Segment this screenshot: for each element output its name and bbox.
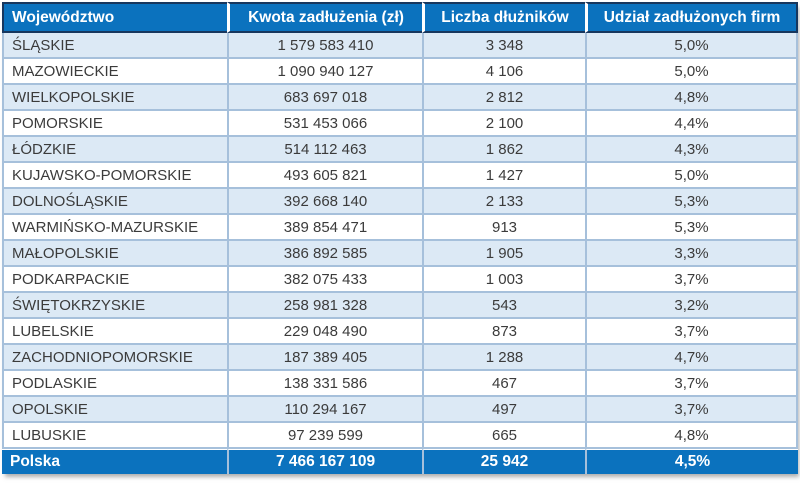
cell-liczba-dluznikow: 1 905 xyxy=(422,241,585,267)
table-row: LUBUSKIE 97 239 599 665 4,8% xyxy=(2,423,798,449)
cell-liczba-dluznikow: 467 xyxy=(422,371,585,397)
table-row: PODLASKIE 138 331 586 467 3,7% xyxy=(2,371,798,397)
cell-kwota-zadluzenia: 1 579 583 410 xyxy=(227,33,422,59)
table-header-row: Województwo Kwota zadłużenia (zł) Liczba… xyxy=(2,2,798,33)
cell-udzial-zadluzonych: 5,3% xyxy=(585,215,798,241)
footer-cell-liczba: 25 942 xyxy=(422,449,585,474)
cell-wojewodztwo: WARMIŃSKO-MAZURSKIE xyxy=(2,215,227,241)
cell-kwota-zadluzenia: 531 453 066 xyxy=(227,111,422,137)
table-row: ŁÓDZKIE 514 112 463 1 862 4,3% xyxy=(2,137,798,163)
footer-cell-country: Polska xyxy=(2,449,227,474)
cell-udzial-zadluzonych: 4,8% xyxy=(585,423,798,449)
cell-kwota-zadluzenia: 138 331 586 xyxy=(227,371,422,397)
cell-kwota-zadluzenia: 683 697 018 xyxy=(227,85,422,111)
cell-udzial-zadluzonych: 5,0% xyxy=(585,163,798,189)
cell-kwota-zadluzenia: 389 854 471 xyxy=(227,215,422,241)
cell-liczba-dluznikow: 2 100 xyxy=(422,111,585,137)
table-row: ZACHODNIOPOMORSKIE 187 389 405 1 288 4,7… xyxy=(2,345,798,371)
table-row: MAŁOPOLSKIE 386 892 585 1 905 3,3% xyxy=(2,241,798,267)
table-row: POMORSKIE 531 453 066 2 100 4,4% xyxy=(2,111,798,137)
cell-udzial-zadluzonych: 3,7% xyxy=(585,267,798,293)
cell-wojewodztwo: MAŁOPOLSKIE xyxy=(2,241,227,267)
table-body: ŚLĄSKIE 1 579 583 410 3 348 5,0% MAZOWIE… xyxy=(2,33,798,449)
debt-table: Województwo Kwota zadłużenia (zł) Liczba… xyxy=(2,2,798,474)
cell-liczba-dluznikow: 1 862 xyxy=(422,137,585,163)
cell-udzial-zadluzonych: 3,2% xyxy=(585,293,798,319)
cell-wojewodztwo: ŚWIĘTOKRZYSKIE xyxy=(2,293,227,319)
cell-liczba-dluznikow: 4 106 xyxy=(422,59,585,85)
cell-wojewodztwo: PODLASKIE xyxy=(2,371,227,397)
table-row: ŚLĄSKIE 1 579 583 410 3 348 5,0% xyxy=(2,33,798,59)
cell-liczba-dluznikow: 665 xyxy=(422,423,585,449)
cell-wojewodztwo: DOLNOŚLĄSKIE xyxy=(2,189,227,215)
cell-udzial-zadluzonych: 5,0% xyxy=(585,59,798,85)
cell-wojewodztwo: KUJAWSKO-POMORSKIE xyxy=(2,163,227,189)
cell-liczba-dluznikow: 2 133 xyxy=(422,189,585,215)
cell-wojewodztwo: OPOLSKIE xyxy=(2,397,227,423)
footer-cell-kwota: 7 466 167 109 xyxy=(227,449,422,474)
cell-kwota-zadluzenia: 493 605 821 xyxy=(227,163,422,189)
table-row: KUJAWSKO-POMORSKIE 493 605 821 1 427 5,0… xyxy=(2,163,798,189)
cell-wojewodztwo: LUBUSKIE xyxy=(2,423,227,449)
cell-liczba-dluznikow: 2 812 xyxy=(422,85,585,111)
cell-udzial-zadluzonych: 4,4% xyxy=(585,111,798,137)
column-header-udzial-zadluzonych: Udział zadłużonych firm xyxy=(585,2,798,33)
cell-wojewodztwo: ŚLĄSKIE xyxy=(2,33,227,59)
cell-wojewodztwo: LUBELSKIE xyxy=(2,319,227,345)
cell-wojewodztwo: PODKARPACKIE xyxy=(2,267,227,293)
table-row: OPOLSKIE 110 294 167 497 3,7% xyxy=(2,397,798,423)
cell-kwota-zadluzenia: 110 294 167 xyxy=(227,397,422,423)
cell-kwota-zadluzenia: 229 048 490 xyxy=(227,319,422,345)
cell-udzial-zadluzonych: 5,0% xyxy=(585,33,798,59)
cell-liczba-dluznikow: 1 003 xyxy=(422,267,585,293)
table-row: PODKARPACKIE 382 075 433 1 003 3,7% xyxy=(2,267,798,293)
cell-wojewodztwo: MAZOWIECKIE xyxy=(2,59,227,85)
cell-udzial-zadluzonych: 5,3% xyxy=(585,189,798,215)
cell-wojewodztwo: POMORSKIE xyxy=(2,111,227,137)
cell-udzial-zadluzonych: 4,3% xyxy=(585,137,798,163)
table-footer-row: Polska 7 466 167 109 25 942 4,5% xyxy=(2,449,798,474)
cell-kwota-zadluzenia: 97 239 599 xyxy=(227,423,422,449)
cell-liczba-dluznikow: 913 xyxy=(422,215,585,241)
cell-kwota-zadluzenia: 386 892 585 xyxy=(227,241,422,267)
cell-liczba-dluznikow: 1 288 xyxy=(422,345,585,371)
cell-kwota-zadluzenia: 392 668 140 xyxy=(227,189,422,215)
cell-udzial-zadluzonych: 3,7% xyxy=(585,397,798,423)
cell-kwota-zadluzenia: 258 981 328 xyxy=(227,293,422,319)
cell-udzial-zadluzonych: 3,7% xyxy=(585,319,798,345)
table-row: WIELKOPOLSKIE 683 697 018 2 812 4,8% xyxy=(2,85,798,111)
cell-udzial-zadluzonych: 3,3% xyxy=(585,241,798,267)
cell-wojewodztwo: ZACHODNIOPOMORSKIE xyxy=(2,345,227,371)
footer-cell-udzial: 4,5% xyxy=(585,449,798,474)
cell-liczba-dluznikow: 1 427 xyxy=(422,163,585,189)
cell-liczba-dluznikow: 543 xyxy=(422,293,585,319)
cell-liczba-dluznikow: 3 348 xyxy=(422,33,585,59)
cell-wojewodztwo: WIELKOPOLSKIE xyxy=(2,85,227,111)
table-row: WARMIŃSKO-MAZURSKIE 389 854 471 913 5,3% xyxy=(2,215,798,241)
table-row: DOLNOŚLĄSKIE 392 668 140 2 133 5,3% xyxy=(2,189,798,215)
table-row: MAZOWIECKIE 1 090 940 127 4 106 5,0% xyxy=(2,59,798,85)
cell-udzial-zadluzonych: 4,8% xyxy=(585,85,798,111)
cell-udzial-zadluzonych: 4,7% xyxy=(585,345,798,371)
cell-udzial-zadluzonych: 3,7% xyxy=(585,371,798,397)
cell-kwota-zadluzenia: 187 389 405 xyxy=(227,345,422,371)
column-header-wojewodztwo: Województwo xyxy=(2,2,227,33)
cell-kwota-zadluzenia: 514 112 463 xyxy=(227,137,422,163)
table-row: LUBELSKIE 229 048 490 873 3,7% xyxy=(2,319,798,345)
column-header-liczba-dluznikow: Liczba dłużników xyxy=(422,2,585,33)
cell-kwota-zadluzenia: 1 090 940 127 xyxy=(227,59,422,85)
cell-kwota-zadluzenia: 382 075 433 xyxy=(227,267,422,293)
cell-liczba-dluznikow: 873 xyxy=(422,319,585,345)
cell-wojewodztwo: ŁÓDZKIE xyxy=(2,137,227,163)
table-row: ŚWIĘTOKRZYSKIE 258 981 328 543 3,2% xyxy=(2,293,798,319)
cell-liczba-dluznikow: 497 xyxy=(422,397,585,423)
column-header-kwota-zadluzenia: Kwota zadłużenia (zł) xyxy=(227,2,422,33)
